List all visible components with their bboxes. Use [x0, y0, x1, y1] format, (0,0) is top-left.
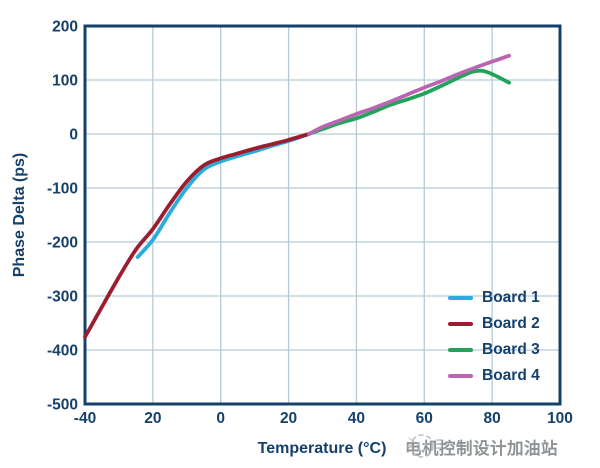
- legend-label-board-3: Board 3: [482, 341, 540, 358]
- svg-text:-40: -40: [74, 410, 96, 427]
- legend-swatch-board-4: [448, 373, 473, 378]
- watermark-text: 电机控制设计加油站: [405, 440, 558, 458]
- watermark: 电机控制设计加油站: [405, 429, 558, 465]
- svg-text:60: 60: [416, 410, 433, 427]
- svg-text:20: 20: [144, 410, 161, 427]
- svg-text:80: 80: [484, 410, 501, 427]
- legend-item-board-4: Board 4: [448, 367, 540, 384]
- svg-text:20: 20: [280, 410, 297, 427]
- x-axis-title: Temperature (°C): [257, 440, 387, 457]
- svg-text:40: 40: [348, 410, 365, 427]
- legend-item-board-3: Board 3: [448, 341, 540, 358]
- svg-text:0: 0: [216, 410, 225, 427]
- svg-text:-500: -500: [47, 397, 78, 414]
- doodle-face-icon: [407, 434, 442, 458]
- legend-swatch-board-1: [448, 295, 473, 300]
- legend-label-board-2: Board 2: [482, 315, 540, 332]
- svg-text:0: 0: [69, 127, 78, 144]
- legend-item-board-2: Board 2: [448, 315, 540, 332]
- legend: Board 1 Board 2 Board 3 Board 4: [448, 289, 540, 384]
- legend-item-board-1: Board 1: [448, 289, 540, 306]
- legend-label-board-4: Board 4: [482, 367, 540, 384]
- legend-label-board-1: Board 1: [482, 289, 540, 306]
- svg-text:-200: -200: [47, 235, 78, 252]
- svg-text:-400: -400: [47, 343, 78, 360]
- svg-text:100: 100: [547, 410, 573, 427]
- svg-text:-100: -100: [47, 181, 78, 198]
- svg-text:200: 200: [52, 19, 78, 36]
- y-axis-title: Phase Delta (ps): [11, 152, 28, 278]
- legend-swatch-board-2: [448, 321, 473, 326]
- svg-text:-300: -300: [47, 289, 78, 306]
- legend-swatch-board-3: [448, 347, 473, 352]
- svg-text:100: 100: [52, 73, 78, 90]
